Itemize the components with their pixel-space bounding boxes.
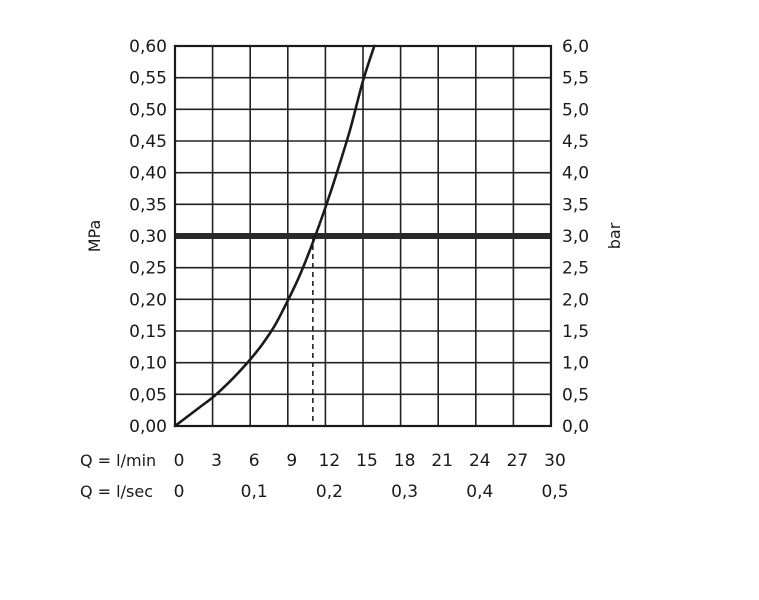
y-tick-label-left: 0,00 (129, 417, 167, 437)
x-tick-label-lmin: 6 (249, 451, 260, 471)
x-tick-label-lsec: 0,3 (391, 482, 418, 502)
x-tick-label-lmin: 30 (544, 451, 566, 471)
y-tick-label-right: 4,0 (562, 164, 589, 184)
y-tick-label-right: 5,0 (562, 100, 589, 120)
pressure-flow-curve (173, 44, 376, 428)
y-tick-label-left: 0,25 (129, 259, 167, 279)
y-tick-label-left: 0,10 (129, 354, 167, 374)
x-tick-label-lsec: 0,2 (316, 482, 343, 502)
plot-border (173, 44, 553, 428)
reference-lines (175, 233, 551, 426)
y-tick-label-left: 0,55 (129, 69, 167, 89)
y-tick-label-right: 0,5 (562, 385, 589, 405)
y-tick-label-left: 0,60 (129, 37, 167, 57)
plot-frame (173, 44, 553, 428)
right-tick-labels: 0,0 0,5 1,0 1,5 2,0 2,5 3,0 3,5 4,0 4,5 5,0 5,5 6,0 (562, 37, 589, 437)
y-tick-label-right: 3,5 (562, 195, 589, 215)
x-tick-label-lmin: 12 (319, 451, 341, 471)
y-tick-label-left: 0,20 (129, 290, 167, 310)
y-tick-label-right: 5,5 (562, 69, 589, 89)
y-axis-title-right: bar (605, 222, 624, 249)
y-tick-label-right: 2,0 (562, 290, 589, 310)
x-tick-label-lmin: 27 (507, 451, 529, 471)
y-tick-label-right: 0,0 (562, 417, 589, 437)
y-tick-label-left: 0,40 (129, 164, 167, 184)
y-tick-label-right: 1,5 (562, 322, 589, 342)
x-tick-label-lmin: 9 (286, 451, 297, 471)
x-tick-label-lmin: 18 (394, 451, 416, 471)
y-tick-label-left: 0,30 (129, 227, 167, 247)
y-tick-label-right: 6,0 (562, 37, 589, 57)
x-tick-label-lsec: 0,4 (466, 482, 493, 502)
y-tick-label-left: 0,45 (129, 132, 167, 152)
x-row-label-lmin: Q = l/min (80, 451, 156, 470)
y-tick-label-left: 0,15 (129, 322, 167, 342)
y-tick-label-right: 2,5 (562, 259, 589, 279)
y-tick-label-left: 0,35 (129, 195, 167, 215)
y-tick-label-left: 0,05 (129, 385, 167, 405)
x-tick-label-lmin: 21 (431, 451, 453, 471)
y-axis-title-left: MPa (85, 220, 104, 253)
x-tick-label-lmin: 3 (211, 451, 222, 471)
x-tick-label-lmin: 24 (469, 451, 491, 471)
x-tick-label-lsec: 0,1 (241, 482, 268, 502)
curve-group (173, 44, 376, 428)
x-tick-labels: 0 3 6 9 12 15 18 21 24 27 30 0 0,1 0,2 0,3 0,4 0,5 (174, 451, 569, 502)
x-tick-label-lmin: 0 (174, 451, 185, 471)
y-tick-label-right: 3,0 (562, 227, 589, 247)
y-tick-label-right: 4,5 (562, 132, 589, 152)
x-tick-label-lsec: 0 (174, 482, 185, 502)
left-tick-labels: 0,00 0,05 0,10 0,15 0,20 0,25 0,30 0,35 0,40 0,45… (129, 37, 167, 437)
y-tick-label-left: 0,50 (129, 100, 167, 120)
x-tick-label-lmin: 15 (356, 451, 378, 471)
y-tick-label-right: 1,0 (562, 354, 589, 374)
x-row-label-lsec: Q = l/sec (80, 482, 153, 501)
x-tick-label-lsec: 0,5 (541, 482, 568, 502)
